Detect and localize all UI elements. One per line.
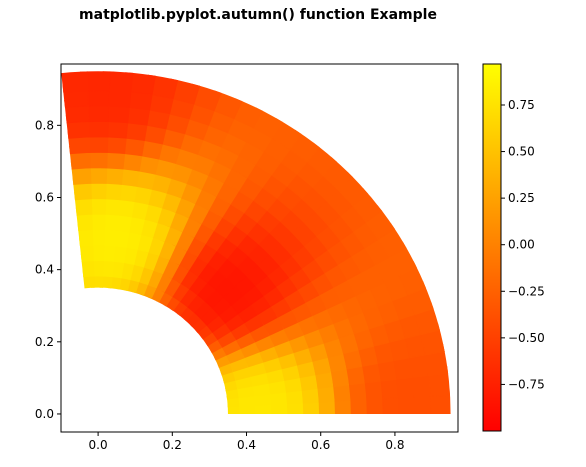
y-tick-label: 0.4 — [35, 263, 54, 277]
colorbar-tick-label: 0.00 — [508, 238, 535, 252]
colorbar-axis: 0.75 0.50 0.25 0.00 −0.25 −0.50 −0.75 — [501, 98, 545, 391]
colorbar-tick-label: −0.50 — [508, 331, 545, 345]
y-tick-label: 0.8 — [35, 118, 54, 132]
y-tick-label: 0.6 — [35, 190, 54, 204]
x-tick-label: 0.4 — [237, 438, 256, 452]
colorbar-tick-label: −0.25 — [508, 284, 545, 298]
heatmap-cells — [61, 71, 451, 414]
colorbar-tick-label: −0.75 — [508, 377, 545, 391]
y-tick-label: 0.2 — [35, 335, 54, 349]
heatmap-cell — [61, 71, 89, 93]
colorbar-frame — [482, 63, 502, 432]
colorbar-tick-label: 0.50 — [508, 145, 535, 159]
x-tick-label: 0.2 — [163, 438, 182, 452]
colorbar — [483, 64, 501, 431]
y-axis: 0.0 0.2 0.4 0.6 0.8 — [35, 118, 61, 421]
colorbar-tick-label: 0.25 — [508, 191, 535, 205]
x-tick-label: 0.0 — [89, 438, 108, 452]
chart-title: matplotlib.pyplot.autumn() function Exam… — [79, 7, 437, 23]
axes-frame — [60, 63, 459, 433]
x-axis: 0.0 0.2 0.4 0.6 0.8 — [89, 432, 404, 452]
x-tick-label: 0.8 — [385, 438, 404, 452]
y-tick-label: 0.0 — [35, 407, 54, 421]
x-tick-label: 0.6 — [311, 438, 330, 452]
colorbar-tick-label: 0.75 — [508, 98, 535, 112]
